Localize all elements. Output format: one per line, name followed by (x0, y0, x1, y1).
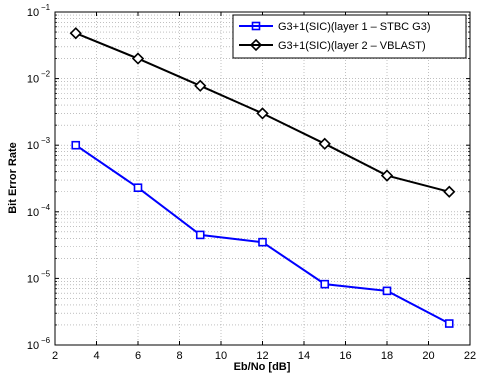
legend-label-2: G3+1(SIC)(layer 2 – VBLAST) (278, 40, 426, 52)
y-axis-label: Bit Error Rate (7, 142, 19, 214)
plot-area (55, 12, 470, 345)
x-tick-label: 14 (298, 350, 310, 362)
y-tick-label: 10 (27, 7, 39, 19)
y-tick-exponent: −1 (41, 3, 51, 12)
x-tick-label: 4 (93, 350, 99, 362)
y-tick-exponent: −2 (41, 70, 51, 79)
series-1-point (382, 286, 392, 296)
legend-marker-2 (249, 38, 263, 52)
y-tick-exponent: −4 (41, 203, 51, 212)
series-2-point (256, 107, 269, 120)
y-tick-exponent: −3 (41, 136, 51, 145)
x-tick-label: 16 (339, 350, 351, 362)
x-tick-label: 20 (422, 350, 434, 362)
series-2-point (194, 79, 207, 92)
x-tick-label: 10 (215, 350, 227, 362)
x-tick-label: 18 (381, 350, 393, 362)
series-1-point (71, 140, 81, 150)
legend-marker-1 (251, 21, 261, 31)
y-tick-label: 10 (27, 273, 39, 285)
x-tick-label: 22 (464, 350, 476, 362)
y-tick-label: 10 (27, 207, 39, 219)
axes: 2 4 6 8 10 12 14 16 18 20 2210−610−510−410−310−210… (27, 3, 476, 362)
series-layer (69, 27, 456, 328)
x-tick-label: 12 (256, 350, 268, 362)
legend-box (232, 14, 467, 59)
y-tick-label: 10 (27, 140, 39, 152)
legend: G3+1(SIC)(layer 1 – STBC G3) G3+1(SIC)(l… (232, 14, 467, 59)
y-tick-exponent: −5 (41, 269, 51, 278)
series-2-point (380, 169, 394, 182)
y-tick-label: 10 (27, 74, 39, 86)
x-tick-label: 6 (135, 350, 141, 362)
legend-label-1: G3+1(SIC)(layer 1 – STBC G3) (278, 21, 431, 33)
y-tick-exponent: −6 (41, 336, 51, 345)
series-2-point (131, 52, 145, 65)
series-1-point (195, 230, 205, 240)
x-axis-label: Eb/No [dB] (234, 361, 291, 373)
series-1-point (320, 279, 330, 289)
series-2-point (318, 137, 331, 150)
series-2-point (443, 185, 456, 198)
y-tick-label: 10 (27, 340, 39, 352)
series-1-point (258, 237, 267, 247)
series-2-point (69, 27, 82, 40)
x-tick-label: 2 (52, 350, 58, 362)
series-1-point (133, 183, 143, 193)
x-tick-label: 8 (176, 350, 182, 362)
series-1-point (444, 319, 454, 328)
